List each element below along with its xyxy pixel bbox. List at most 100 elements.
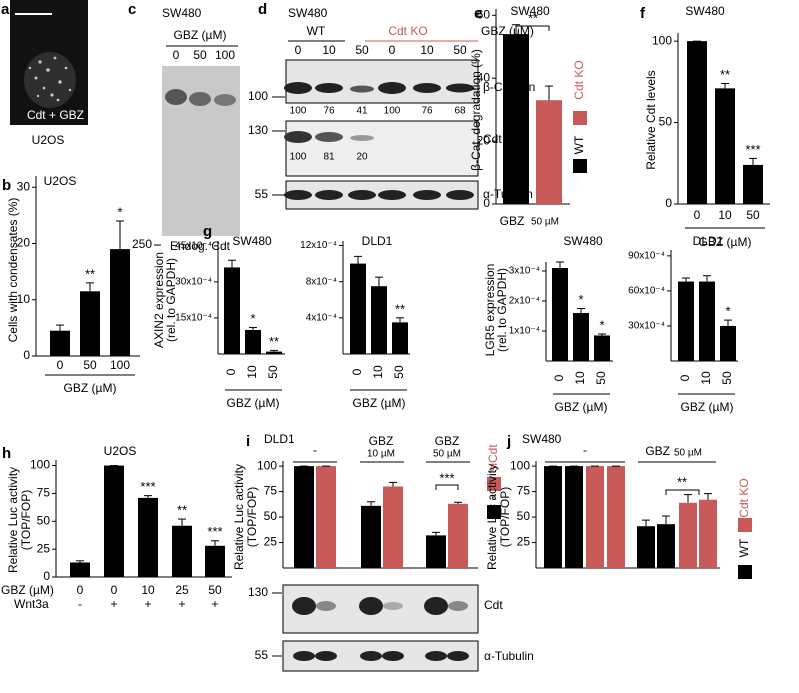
bar	[350, 263, 366, 354]
x-tick-label: 50	[392, 365, 406, 379]
y-tick-label: 50	[659, 115, 673, 129]
legend-label: WT	[737, 538, 751, 557]
significance: **	[720, 67, 730, 82]
blot-caption: Endog. Cdt	[170, 239, 231, 253]
y-tick-label: 100	[30, 458, 50, 472]
bar	[594, 335, 610, 361]
mw-marker: 130	[248, 585, 268, 599]
chart-title: U2OS	[44, 174, 77, 188]
significance: *	[117, 204, 122, 219]
significance: **	[85, 266, 95, 281]
lane-label: 0	[295, 43, 302, 57]
x-axis-label: GBZ	[500, 214, 525, 228]
bar	[448, 503, 468, 568]
chart-title: SW480	[232, 234, 272, 248]
bar	[392, 322, 408, 354]
legend-label: -	[486, 495, 500, 499]
blot-row-name: Cdt	[483, 132, 502, 146]
x-axis-label: GBZ (µM)	[353, 396, 406, 410]
mw-marker: 55	[255, 187, 269, 201]
row-value: +	[110, 597, 117, 611]
bar	[657, 524, 675, 568]
significance: **	[177, 502, 187, 517]
x-tick-label: 0	[57, 358, 64, 372]
x-tick-label: 10	[141, 583, 155, 597]
x-axis-label: GBZ (µM)	[699, 235, 752, 249]
quantification: 81	[323, 152, 335, 163]
significance: **	[677, 474, 687, 489]
mw-marker: 55	[255, 648, 269, 662]
group-label: Cdt KO	[388, 24, 427, 38]
significance: *	[725, 304, 730, 319]
bar	[426, 535, 446, 568]
y-tick-label: 4x10⁻⁴	[306, 312, 337, 323]
chart-title: SW480	[563, 234, 603, 248]
y-tick-label: 75	[517, 484, 531, 498]
bar	[536, 100, 562, 204]
bar	[361, 505, 381, 568]
lane-label: 0	[173, 48, 180, 62]
panel-letter: c	[128, 1, 136, 18]
bar	[50, 330, 70, 356]
micrograph	[10, 0, 88, 125]
chart-title: SW480	[685, 4, 725, 18]
bar	[678, 281, 694, 361]
chart-title: SW480	[510, 4, 550, 18]
significance-bracket	[435, 484, 459, 490]
bar	[544, 466, 562, 568]
chart-title: SW480	[522, 432, 562, 446]
legend-label: Cdt KO	[572, 60, 586, 99]
y-tick-label: 2x10⁻⁴	[509, 296, 540, 307]
y-tick-label: 50	[37, 513, 51, 527]
x-axis-note: 50 µM	[531, 217, 559, 228]
bar	[720, 325, 736, 361]
band	[165, 89, 187, 105]
y-tick-label: 50	[517, 509, 531, 523]
quantification: 41	[356, 106, 368, 117]
bands	[284, 131, 374, 143]
mw-marker: 130	[248, 123, 268, 137]
y-tick-label: 30x10⁻⁴	[175, 277, 212, 288]
y-axis-label: Relative Luc activity	[232, 464, 246, 570]
y-tick-label: 100	[652, 33, 672, 47]
bar	[679, 502, 697, 568]
y-tick-label: 0	[665, 196, 672, 210]
x-tick-label: 0	[694, 208, 701, 222]
row-value: +	[211, 597, 218, 611]
y-axis-label: (TOP/FOP)	[19, 490, 33, 550]
x-tick-label: 50	[83, 358, 97, 372]
lane-label: 10	[420, 43, 434, 57]
row-value: +	[178, 597, 185, 611]
bar	[687, 41, 707, 205]
panel-letter: a	[1, 1, 10, 18]
panel-letter: e	[474, 5, 482, 22]
group-note: 50 µM	[674, 448, 702, 459]
panel-letter: d	[258, 1, 267, 18]
bands	[293, 651, 469, 661]
bar	[715, 88, 735, 204]
band	[189, 92, 211, 106]
blot-header: GBZ (µM)	[174, 28, 227, 42]
blot-title: SW480	[162, 6, 202, 20]
y-tick-label: 25	[264, 535, 278, 549]
bar	[699, 499, 717, 568]
bar	[172, 525, 192, 577]
y-axis-label: (TOP/FOP)	[498, 487, 512, 547]
x-tick-label: 50	[266, 365, 280, 379]
y-axis-label: Relative Cdt levels	[644, 70, 658, 169]
y-tick-label: 0	[483, 196, 490, 210]
bar	[565, 466, 583, 568]
legend-label: WT	[572, 135, 586, 154]
quantification: 68	[454, 106, 466, 117]
bar	[224, 267, 240, 354]
bar	[316, 466, 336, 568]
legend-swatch	[573, 111, 587, 125]
bands	[284, 190, 474, 200]
x-tick-label: 10	[573, 371, 587, 385]
y-tick-label: 8x10⁻⁴	[306, 276, 337, 287]
quantification: 100	[290, 152, 307, 163]
y-axis-label: (rel. to GAPDH)	[164, 258, 178, 342]
lane-label: 10	[322, 43, 336, 57]
panel-letter: i	[246, 433, 250, 450]
x-tick-label: 0	[77, 583, 84, 597]
